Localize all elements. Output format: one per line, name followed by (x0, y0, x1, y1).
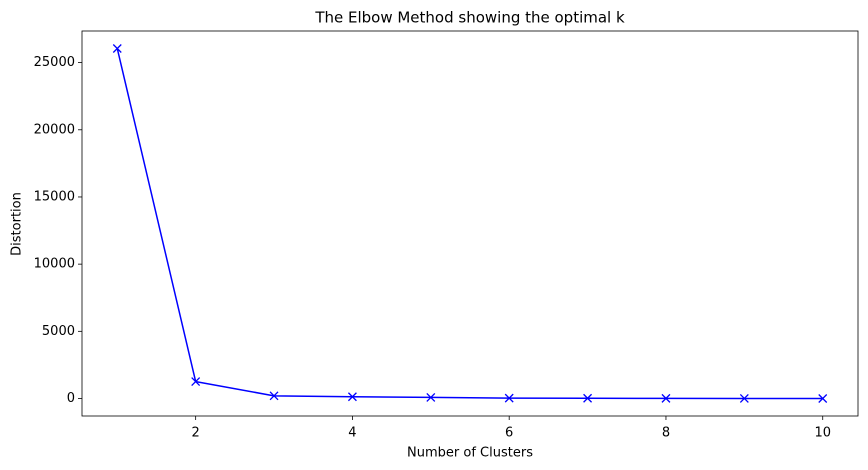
data-point (661, 393, 671, 403)
data-point (347, 392, 357, 402)
data-point (739, 393, 749, 403)
plot-area (81, 30, 859, 417)
x-tick-label: 6 (505, 426, 513, 441)
data-point (112, 44, 122, 53)
data-point (269, 391, 279, 401)
y-tick-label: 15000 (34, 189, 75, 204)
y-tick-label: 0 (67, 391, 75, 406)
x-axis-label: Number of Clusters (407, 446, 533, 461)
x-tick-label: 2 (192, 426, 200, 441)
y-tick-label: 5000 (42, 324, 75, 339)
data-point (583, 393, 593, 403)
series-line (116, 48, 823, 400)
data-point (191, 377, 201, 387)
y-tick-label: 25000 (34, 55, 75, 70)
chart-title: The Elbow Method showing the optimal k (314, 9, 625, 27)
data-point (426, 392, 436, 402)
data-point (504, 393, 514, 403)
x-tick-label: 10 (814, 426, 831, 441)
y-axis-label: Distortion (10, 192, 25, 256)
x-tick-label: 4 (348, 426, 356, 441)
y-tick-label: 20000 (34, 122, 75, 137)
y-tick-label: 10000 (34, 257, 75, 272)
x-tick-label: 8 (662, 426, 670, 441)
data-point (818, 394, 828, 403)
